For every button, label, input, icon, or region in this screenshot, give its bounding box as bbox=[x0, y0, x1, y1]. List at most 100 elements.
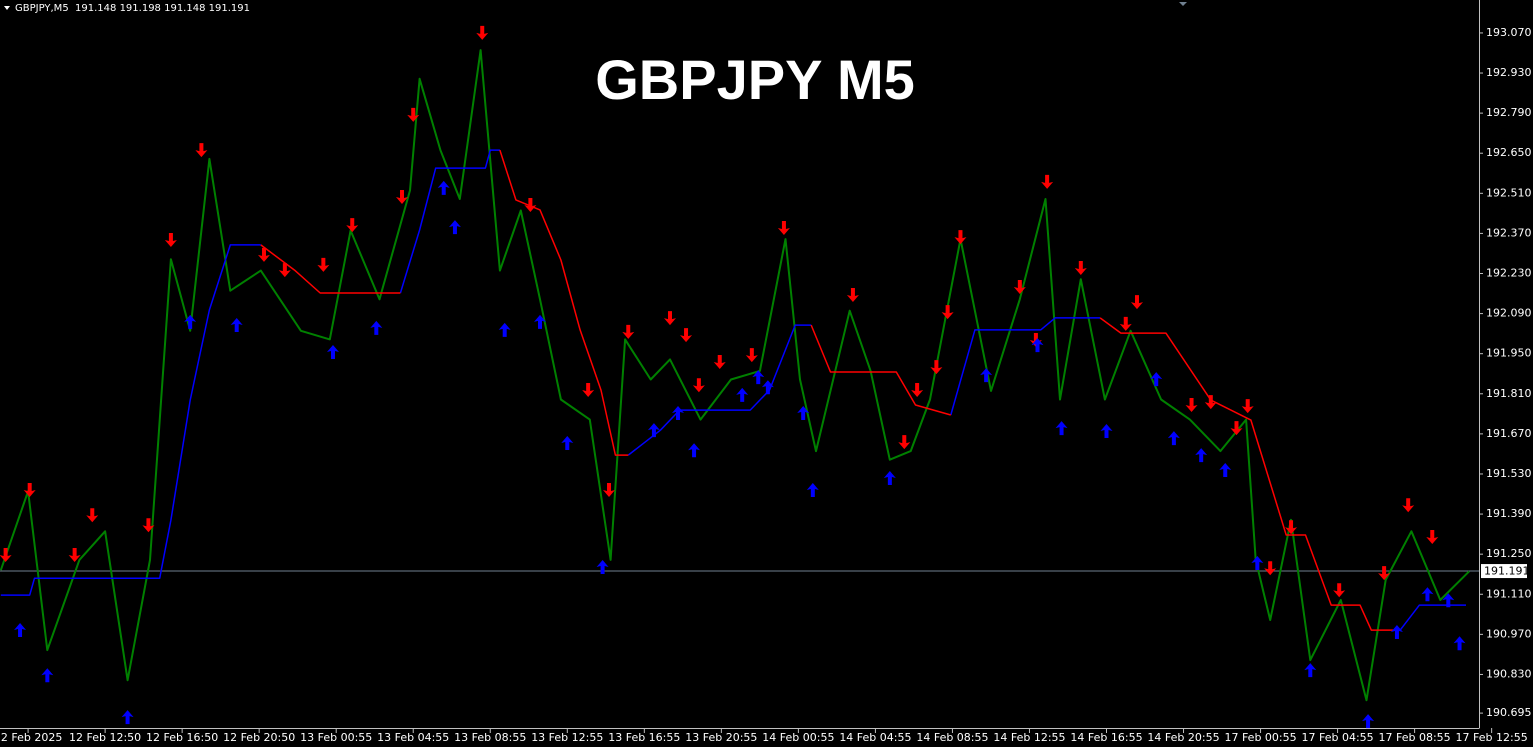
trail-line bbox=[499, 149, 629, 456]
x-tick-label: 14 Feb 08:55 bbox=[916, 731, 988, 744]
y-tick-label: 192.230 bbox=[1486, 267, 1532, 280]
down-arrow bbox=[1285, 520, 1298, 535]
up-arrow bbox=[1150, 372, 1163, 387]
last-price-box bbox=[1481, 564, 1527, 579]
down-arrow bbox=[1230, 421, 1243, 436]
x-tick-label: 13 Feb 12:55 bbox=[531, 731, 603, 744]
x-tick-label: 13 Feb 08:55 bbox=[454, 731, 526, 744]
up-arrow bbox=[1304, 663, 1317, 678]
down-arrow bbox=[1241, 399, 1254, 414]
up-arrow bbox=[498, 322, 511, 337]
down-arrow bbox=[1264, 561, 1277, 576]
up-arrow bbox=[326, 344, 339, 359]
up-arrow bbox=[672, 405, 685, 420]
up-arrow bbox=[230, 318, 243, 333]
up-arrow bbox=[736, 387, 749, 402]
down-arrow bbox=[476, 25, 489, 40]
down-arrow bbox=[164, 232, 177, 247]
chart-title: GBPJPY M5 bbox=[595, 48, 915, 111]
x-tick-label: 17 Feb 08:55 bbox=[1379, 731, 1451, 744]
up-arrow bbox=[448, 220, 461, 235]
trail-line bbox=[399, 149, 500, 294]
up-arrow bbox=[883, 470, 896, 485]
x-tick-label: 17 Feb 00:55 bbox=[1224, 731, 1296, 744]
down-arrow bbox=[1378, 566, 1391, 581]
up-arrow bbox=[1421, 587, 1434, 602]
y-tick-label: 191.250 bbox=[1486, 547, 1532, 560]
up-arrow bbox=[41, 668, 54, 683]
down-arrow bbox=[713, 354, 726, 369]
down-arrow bbox=[941, 305, 954, 320]
x-tick-label: 17 Feb 12:55 bbox=[1456, 731, 1528, 744]
y-tick-label: 191.390 bbox=[1486, 507, 1532, 520]
down-arrow bbox=[898, 435, 911, 450]
up-arrow bbox=[437, 180, 450, 195]
menu-triangle[interactable] bbox=[4, 6, 10, 10]
y-tick-label: 191.670 bbox=[1486, 427, 1532, 440]
up-arrow bbox=[1251, 556, 1264, 571]
up-arrow bbox=[1055, 421, 1068, 436]
down-arrow bbox=[1013, 279, 1026, 294]
y-tick-label: 193.070 bbox=[1486, 26, 1532, 39]
up-arrow bbox=[797, 405, 810, 420]
down-arrow bbox=[603, 483, 616, 498]
down-arrow bbox=[680, 328, 693, 343]
down-arrow bbox=[395, 190, 408, 205]
up-arrow bbox=[806, 483, 819, 498]
down-arrow bbox=[930, 360, 943, 375]
trail-line bbox=[627, 324, 812, 456]
down-arrow bbox=[622, 324, 635, 339]
down-arrow bbox=[86, 508, 99, 523]
down-arrow bbox=[0, 548, 12, 563]
down-arrow bbox=[278, 263, 291, 278]
down-arrow bbox=[954, 230, 967, 245]
down-arrow bbox=[195, 143, 208, 158]
down-arrow bbox=[745, 348, 758, 363]
down-arrow bbox=[692, 378, 705, 393]
up-arrow bbox=[688, 443, 701, 458]
trail-line bbox=[950, 317, 1101, 416]
trail-line bbox=[0, 244, 261, 596]
y-tick-label: 192.790 bbox=[1486, 106, 1532, 119]
down-arrow bbox=[23, 483, 36, 498]
x-tick-label: 13 Feb 04:55 bbox=[377, 731, 449, 744]
down-arrow bbox=[1185, 397, 1198, 412]
down-arrow bbox=[317, 257, 330, 272]
up-arrow bbox=[1442, 593, 1455, 608]
x-tick-label: 13 Feb 20:55 bbox=[685, 731, 757, 744]
y-tick-label: 192.510 bbox=[1486, 186, 1532, 199]
up-arrow bbox=[752, 370, 765, 385]
up-arrow bbox=[647, 423, 660, 438]
y-tick-label: 192.090 bbox=[1486, 307, 1532, 320]
y-tick-label: 190.830 bbox=[1486, 667, 1532, 680]
down-arrow bbox=[1041, 174, 1054, 189]
x-tick-label: 13 Feb 00:55 bbox=[300, 731, 372, 744]
scroll-marker bbox=[1179, 2, 1187, 6]
trail-line bbox=[810, 324, 952, 416]
y-tick-label: 191.110 bbox=[1486, 587, 1532, 600]
down-arrow bbox=[407, 107, 420, 122]
up-arrow bbox=[761, 380, 774, 395]
down-arrow bbox=[142, 518, 155, 533]
x-tick-label: 17 Feb 04:55 bbox=[1301, 731, 1373, 744]
down-arrow bbox=[1130, 295, 1143, 310]
y-tick-label: 192.930 bbox=[1486, 66, 1532, 79]
y-tick-label: 191.810 bbox=[1486, 387, 1532, 400]
up-arrow bbox=[1219, 462, 1232, 477]
down-arrow bbox=[257, 247, 270, 262]
trail-line bbox=[260, 244, 401, 294]
down-arrow bbox=[1119, 316, 1132, 331]
x-tick-label: 12 Feb 2025 bbox=[0, 731, 62, 744]
x-tick-label: 14 Feb 12:55 bbox=[993, 731, 1065, 744]
down-arrow bbox=[1074, 261, 1087, 276]
trail-line bbox=[1099, 317, 1401, 631]
y-tick-label: 190.695 bbox=[1486, 706, 1532, 719]
up-arrow bbox=[980, 368, 993, 383]
x-tick-label: 14 Feb 16:55 bbox=[1070, 731, 1142, 744]
down-arrow bbox=[582, 383, 595, 398]
down-arrow bbox=[346, 218, 359, 233]
down-arrow bbox=[911, 383, 924, 398]
down-arrow bbox=[1204, 395, 1217, 410]
